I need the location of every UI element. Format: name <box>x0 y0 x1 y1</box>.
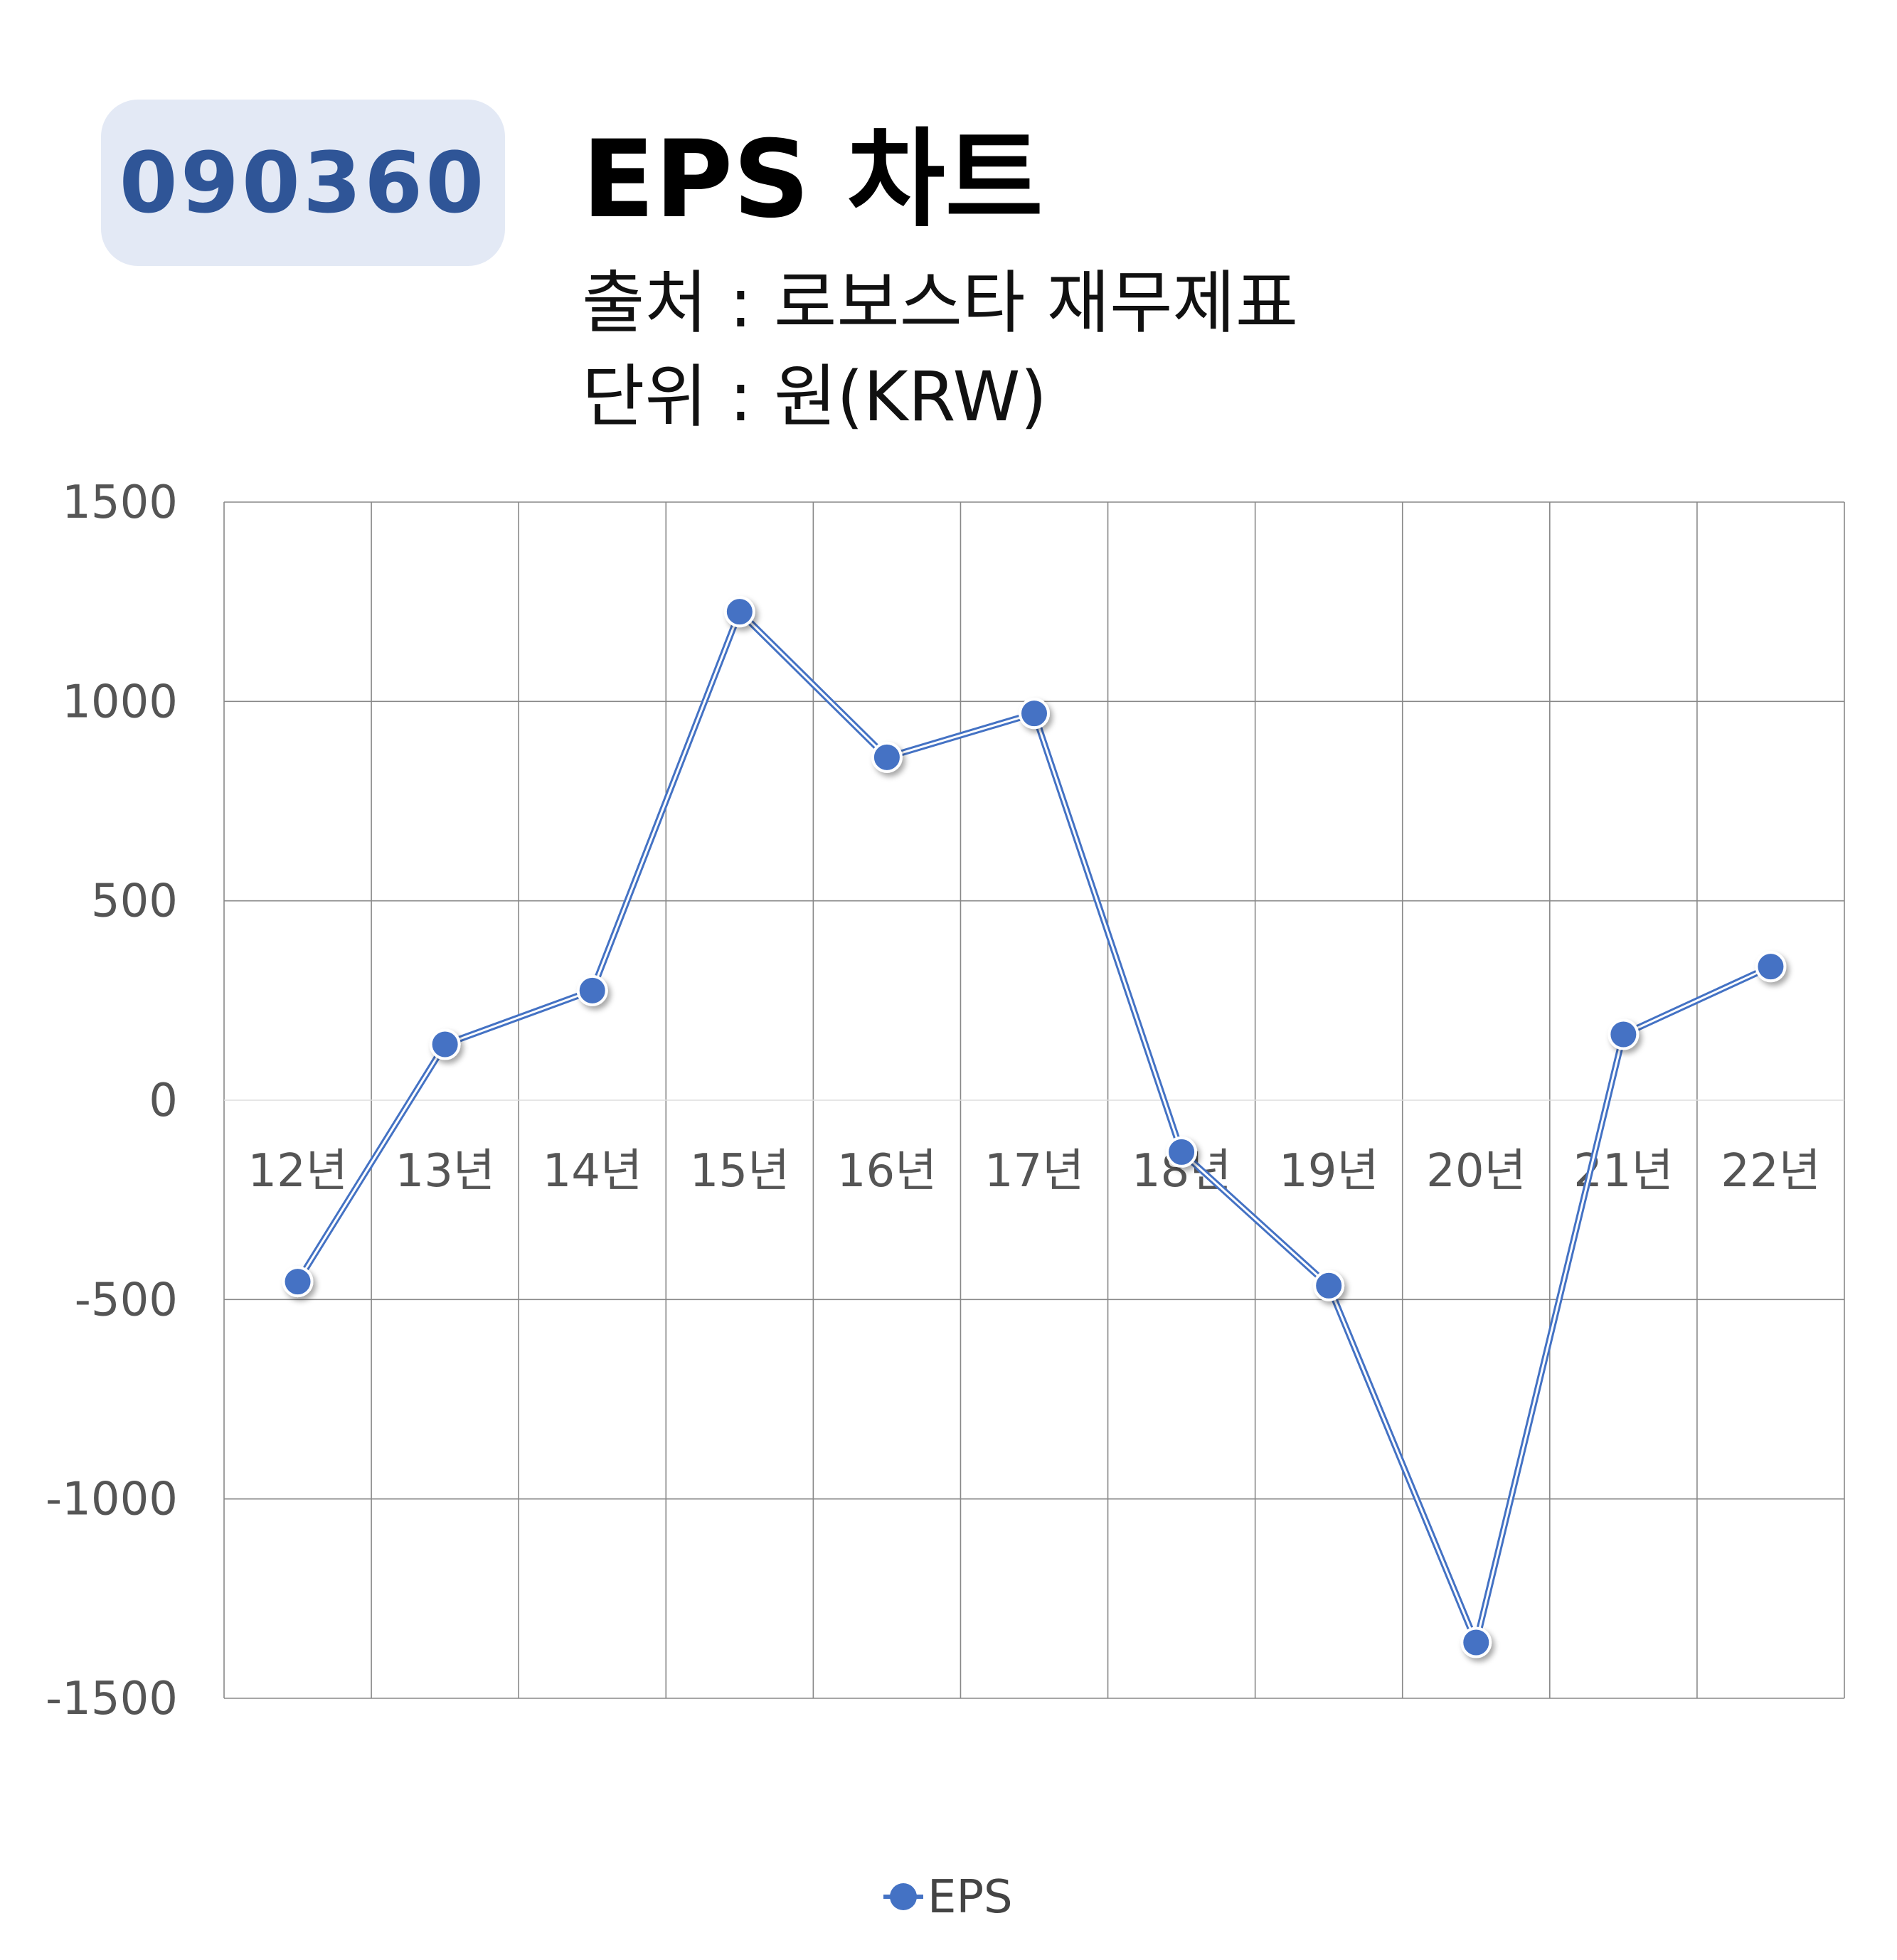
data-point <box>1166 1136 1198 1168</box>
legend: EPS <box>883 1871 1013 1924</box>
y-tick-label: -1500 <box>46 1673 178 1725</box>
x-tick-label: 20년 <box>1426 1145 1526 1198</box>
x-tick-label: 17년 <box>984 1145 1084 1198</box>
data-point <box>1755 951 1787 983</box>
data-point <box>429 1028 461 1060</box>
x-tick-label: 15년 <box>690 1145 790 1198</box>
stock-code-badge: 090360 <box>101 100 505 266</box>
data-point <box>282 1266 314 1298</box>
y-tick-label: -1000 <box>46 1474 178 1526</box>
data-point <box>723 596 755 628</box>
y-tick-label: 1500 <box>62 476 178 529</box>
data-point <box>1460 1626 1492 1658</box>
data-point <box>871 741 903 773</box>
stock-code: 090360 <box>119 134 487 232</box>
data-point <box>1019 698 1050 730</box>
eps-series <box>282 596 1787 1658</box>
y-tick-label: 500 <box>91 875 178 928</box>
x-tick-label: 19년 <box>1279 1145 1378 1198</box>
chart-title: EPS 차트 <box>582 118 1043 242</box>
y-tick-label: 0 <box>149 1075 178 1127</box>
data-point <box>1313 1269 1345 1301</box>
legend-marker <box>890 1883 917 1910</box>
x-axis-ticks: 12년 13년 14년 15년 16년 17년 18년 19년 20년 21년 22년 <box>248 1145 1820 1198</box>
data-point <box>1608 1018 1640 1050</box>
x-tick-label: 14년 <box>543 1145 642 1198</box>
unit-line: 단위 : 원(KRW) <box>582 357 1047 437</box>
data-point <box>576 974 608 1006</box>
y-tick-label: -500 <box>75 1274 178 1326</box>
source-line: 출처 : 로보스타 재무제표 <box>582 263 1299 343</box>
x-tick-label: 12년 <box>248 1145 347 1198</box>
x-tick-label: 22년 <box>1721 1145 1820 1198</box>
grid <box>223 501 1845 1699</box>
y-axis-ticks: 1500 1000 500 0 -500 -1000 -1500 <box>46 476 178 1725</box>
legend-label: EPS <box>928 1871 1013 1924</box>
x-tick-label: 13년 <box>395 1145 494 1198</box>
x-tick-label: 16년 <box>837 1145 937 1198</box>
y-tick-label: 1000 <box>62 676 178 728</box>
